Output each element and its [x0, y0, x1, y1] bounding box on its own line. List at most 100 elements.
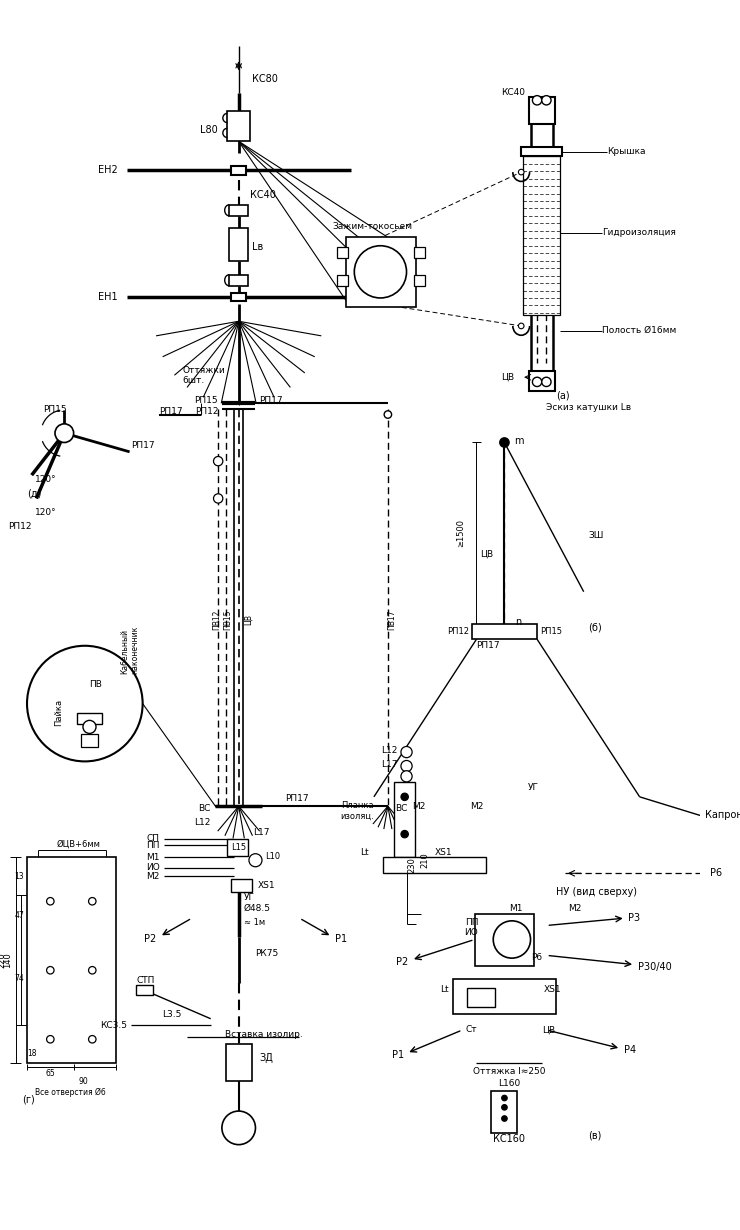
Text: ЕН2: ЕН2: [98, 165, 118, 175]
Text: L12: L12: [381, 745, 397, 755]
Circle shape: [502, 1116, 507, 1122]
Text: РП17: РП17: [132, 440, 155, 450]
Circle shape: [214, 493, 223, 503]
Text: Р2: Р2: [396, 957, 408, 967]
Text: М2: М2: [146, 872, 159, 881]
Bar: [523, 156, 560, 315]
Bar: [229, 228, 248, 261]
Text: СТП: СТП: [136, 977, 155, 985]
Text: М2: М2: [470, 802, 483, 811]
Circle shape: [401, 830, 408, 838]
Text: РП12: РП12: [8, 522, 32, 531]
Text: ЗД: ЗД: [259, 1053, 273, 1063]
Bar: [231, 879, 252, 892]
Circle shape: [47, 1036, 54, 1043]
Text: Lв: Lв: [252, 241, 263, 252]
Text: КС3.5: КС3.5: [100, 1021, 127, 1030]
Text: 90: 90: [78, 1076, 88, 1086]
Bar: [229, 204, 248, 216]
Text: ИО: ИО: [146, 863, 159, 872]
Text: Оттяжка l≈250: Оттяжка l≈250: [473, 1068, 545, 1076]
Bar: [521, 146, 562, 156]
Text: РП15: РП15: [540, 627, 562, 636]
Bar: [346, 237, 416, 308]
Text: КС160: КС160: [493, 1134, 525, 1144]
Circle shape: [401, 793, 408, 801]
Text: Р6: Р6: [710, 868, 722, 878]
Text: РП17: РП17: [286, 795, 309, 803]
Bar: [528, 97, 555, 123]
Text: Вставка изолир.: Вставка изолир.: [225, 1030, 303, 1039]
Text: КС40: КС40: [501, 89, 525, 97]
Bar: [467, 988, 495, 1006]
Circle shape: [502, 1105, 507, 1111]
Text: (д): (д): [27, 488, 41, 499]
Circle shape: [47, 898, 54, 905]
Circle shape: [532, 96, 542, 105]
Bar: [472, 625, 537, 640]
Text: (а): (а): [556, 391, 569, 401]
Bar: [383, 856, 485, 873]
Text: Зажим-токосьем: Зажим-токосьем: [332, 221, 412, 231]
Text: L160: L160: [498, 1079, 520, 1087]
Text: Крышка: Крышка: [607, 148, 645, 156]
Circle shape: [55, 424, 74, 443]
Text: m: m: [514, 435, 523, 445]
Circle shape: [214, 456, 223, 466]
Circle shape: [27, 646, 143, 761]
Text: Р30/40: Р30/40: [638, 962, 671, 972]
Text: L17: L17: [380, 760, 397, 769]
Text: ПВ15: ПВ15: [223, 609, 232, 630]
Text: ЗШ: ЗШ: [588, 531, 604, 540]
Bar: [226, 1044, 252, 1081]
Text: Гидроизоляция: Гидроизоляция: [602, 229, 676, 237]
Circle shape: [542, 378, 551, 386]
Text: Все отверстия Ø6: Все отверстия Ø6: [36, 1087, 107, 1097]
Text: Р3: Р3: [628, 913, 641, 922]
Text: XS1: XS1: [258, 881, 275, 891]
Text: Пайка: Пайка: [54, 700, 63, 727]
Text: Оттяжки
6шт.: Оттяжки 6шт.: [183, 365, 226, 385]
Bar: [81, 734, 98, 748]
Text: РП17: РП17: [259, 396, 283, 405]
Circle shape: [249, 854, 262, 867]
Circle shape: [89, 1036, 96, 1043]
Circle shape: [401, 747, 412, 758]
Text: L80: L80: [201, 125, 218, 135]
Text: Р1: Р1: [334, 935, 347, 945]
Text: Lt: Lt: [440, 985, 448, 994]
Text: РП12: РП12: [195, 407, 218, 416]
Text: 65: 65: [45, 1069, 56, 1079]
Text: ПВ: ПВ: [90, 680, 102, 690]
Text: L10: L10: [265, 852, 280, 861]
Text: (г): (г): [22, 1095, 35, 1105]
Text: М1: М1: [509, 904, 522, 913]
Text: СП: СП: [147, 834, 159, 844]
Circle shape: [89, 967, 96, 974]
Bar: [227, 112, 250, 141]
Text: ВС: ВС: [395, 803, 408, 813]
Circle shape: [500, 438, 509, 448]
Text: XS1: XS1: [544, 985, 561, 994]
Bar: [528, 370, 555, 391]
Bar: [474, 914, 534, 966]
Text: 220: 220: [0, 952, 7, 968]
Bar: [78, 713, 101, 724]
Bar: [453, 979, 556, 1014]
Text: РП17: РП17: [159, 407, 183, 416]
Text: ПВ17: ПВ17: [387, 609, 396, 630]
Circle shape: [47, 967, 54, 974]
Bar: [231, 166, 246, 175]
Text: (в): (в): [588, 1130, 602, 1140]
Text: XS1: XS1: [435, 849, 453, 857]
Text: РП15: РП15: [43, 406, 67, 415]
Text: L12: L12: [195, 818, 211, 828]
Bar: [229, 274, 248, 285]
Text: 47: 47: [15, 910, 24, 920]
Text: 120°: 120°: [35, 475, 56, 485]
Text: Капрон: Капрон: [705, 811, 740, 820]
Text: 230: 230: [408, 857, 417, 873]
Text: Ст: Ст: [466, 1026, 477, 1034]
Text: ≥1500: ≥1500: [457, 519, 465, 547]
Text: n: n: [516, 616, 522, 626]
